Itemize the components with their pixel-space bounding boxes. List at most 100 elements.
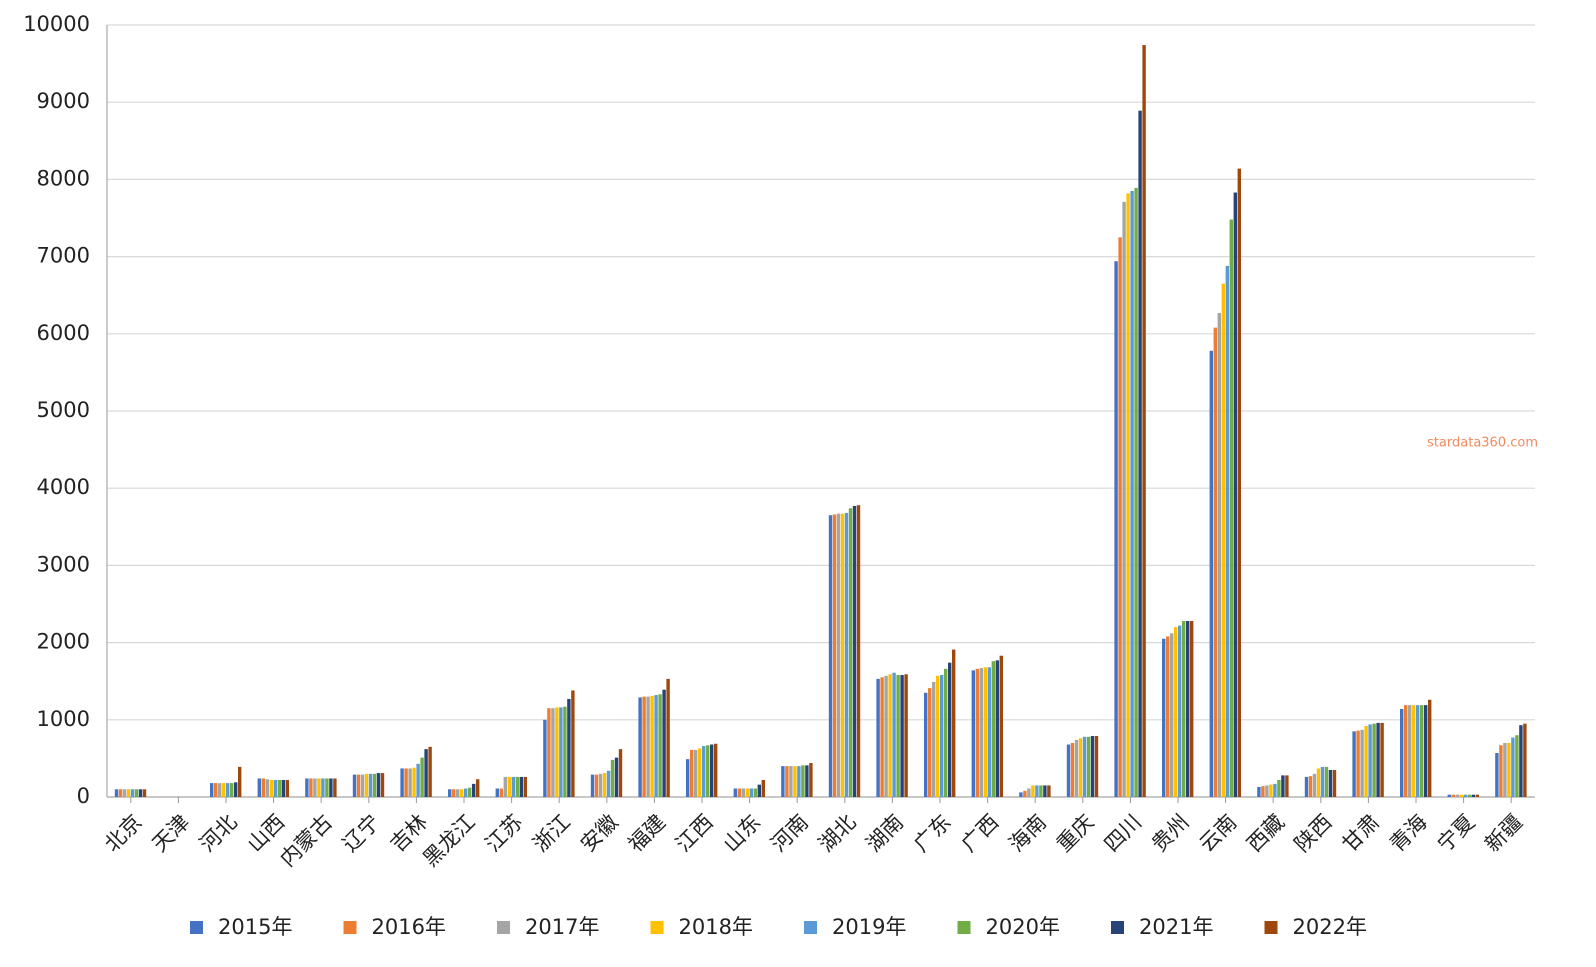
bar [1142,45,1146,797]
bar [519,776,523,797]
bar [979,668,983,797]
legend-label: 2020年 [986,915,1060,939]
y-tick-label: 9000 [37,89,90,113]
bar [313,778,317,797]
bar [305,778,309,797]
bar [1277,780,1281,797]
bar [1352,731,1356,797]
bar [321,778,325,797]
bar [1404,705,1408,797]
bar [666,678,670,797]
bar [118,789,123,797]
legend-swatch [497,921,510,934]
legend-swatch [957,921,971,934]
bar [333,778,337,797]
legend-swatch [343,921,357,934]
x-tick-label: 辽宁 [338,810,385,857]
bar [650,695,654,797]
bar [1412,705,1416,797]
y-tick-label: 4000 [37,475,90,499]
bar [285,780,289,797]
x-tick-label: 广东 [909,810,956,857]
legend-swatch [1111,921,1124,934]
bar [448,789,452,797]
bar [134,789,139,797]
x-tick-label: 安徽 [576,810,623,857]
bar [1328,769,1333,797]
bar [848,508,853,797]
bar [690,749,694,797]
bar [503,776,507,797]
x-tick-label: 贵州 [1147,810,1194,857]
bar [999,655,1003,797]
bar [1420,705,1424,797]
bar [1043,785,1047,797]
watermark: stardata360.com [1427,436,1538,451]
bar [1130,190,1134,798]
bar [801,765,805,797]
bar [710,744,714,797]
bar [900,675,904,797]
bar [618,749,623,797]
bar [1360,729,1364,797]
bar [1090,736,1095,797]
bar [543,719,547,797]
y-tick-label: 0 [77,784,90,808]
bar [226,783,230,797]
bar [1170,633,1174,797]
bar [360,774,365,797]
bar [737,788,741,797]
bar [987,667,991,797]
bar [1400,708,1404,797]
legend-swatch [190,921,203,934]
bar [1023,790,1027,797]
bar [269,780,273,797]
bar [928,688,932,797]
bar [594,774,599,797]
bar [114,789,119,797]
bar [142,789,147,797]
bar [1428,699,1432,797]
bar [138,789,143,797]
bar [706,745,710,797]
bar [317,778,321,797]
bar [1475,794,1479,797]
y-tick-label: 1000 [37,707,90,731]
x-tick-label: 青海 [1385,810,1432,857]
bar [1237,168,1241,798]
bar [400,768,404,797]
bar [130,789,135,797]
bar [1519,725,1523,797]
legend-swatch [650,921,664,934]
bar [452,789,456,797]
bar [1304,776,1309,797]
bar [261,778,265,797]
bar [856,505,861,797]
x-tick-label: 河南 [766,810,813,857]
bar [380,773,385,797]
bar [238,766,242,797]
x-tick-label: 四川 [1100,810,1147,857]
bar [932,681,936,797]
legend-swatch [1264,921,1278,934]
x-tick-label: 西藏 [1242,810,1289,857]
bar [805,765,809,797]
bar [404,768,408,797]
x-tick-label: 北京 [100,810,147,857]
bar [352,774,357,797]
y-tick-label: 2000 [37,630,90,654]
x-tick-label: 重庆 [1052,810,1099,857]
x-tick-label: 广西 [957,810,1004,857]
bar [809,763,813,797]
legend-label: 2016年 [372,915,446,939]
bar [507,776,511,797]
bar [468,787,472,797]
bar [995,660,999,797]
y-tick-label: 8000 [37,166,90,190]
x-tick-label: 福建 [624,810,671,857]
bar [555,707,559,797]
bar [702,746,706,797]
bar [714,743,718,797]
bar [952,649,956,797]
